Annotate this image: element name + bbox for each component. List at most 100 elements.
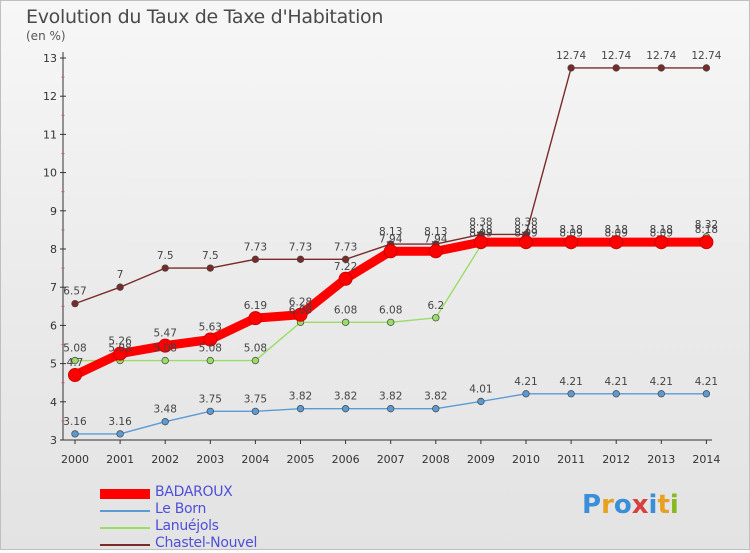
data-point [338,271,353,286]
data-point [387,318,395,326]
series-layer [68,64,714,438]
unit-label: (en %) [26,29,66,43]
data-label: 4.21 [559,376,582,388]
data-label: 5.47 [154,328,177,340]
data-label: 8.18 [695,224,718,236]
data-label: 4.21 [695,376,718,388]
x-tick-label: 2010 [512,453,540,466]
data-label: 8.18 [605,224,628,236]
y-tick-label: 10 [43,167,57,180]
data-label: 5.08 [108,343,131,355]
y-tick-label: 11 [43,128,57,141]
chart-title: Evolution du Taux de Taxe d'Habitation [26,6,384,28]
data-label: 4.7 [67,357,84,369]
data-point [296,405,305,413]
data-point [519,235,533,250]
data-label: 4.21 [514,376,537,388]
x-tick-label: 2014 [692,453,720,466]
data-point [296,255,305,263]
data-point [428,244,443,259]
legend-label: Lanuéjols [155,518,219,534]
data-point [657,64,665,72]
data-label: 6.57 [63,286,86,298]
data-label: 7.73 [244,241,267,253]
data-label: 3.82 [334,391,357,403]
legend-swatch [100,527,150,529]
x-tick-label: 2011 [557,453,585,466]
data-point [206,407,214,416]
data-label: 8.18 [514,224,537,236]
data-label: 5.08 [199,343,222,355]
x-tick-label: 2006 [332,453,360,466]
data-point [699,235,714,250]
data-label: 8.09 [605,228,628,240]
data-point [251,407,260,416]
y-tick-label: 4 [50,396,57,409]
data-label: 8.18 [559,224,582,236]
data-label: 8.09 [469,228,492,240]
x-tick-label: 2002 [151,453,179,466]
legend-swatch [100,489,150,499]
data-point [116,283,124,291]
data-point [612,64,620,72]
data-label: 4.01 [469,383,492,395]
data-label: 8.38 [514,216,537,228]
data-label: 7.94 [379,233,403,245]
data-label: 8.13 [424,226,447,238]
data-point [71,430,79,438]
data-label: 3.16 [63,416,87,428]
data-label: 12.74 [691,50,721,62]
data-point [432,405,440,413]
data-label: 8.09 [559,228,582,240]
data-point [161,418,169,426]
x-tick-label: 2001 [106,453,134,466]
data-label: 3.75 [199,393,222,405]
data-label: 3.82 [379,391,402,403]
data-label: 6.28 [289,297,312,309]
data-point [203,332,218,347]
legend-swatch [100,544,150,546]
data-point [383,244,398,259]
data-point [432,314,440,322]
data-label: 8.18 [469,224,492,236]
data-point [341,255,350,263]
data-label: 6.2 [427,300,444,312]
data-point [113,346,128,361]
x-tick-label: 2003 [196,453,224,466]
data-point [477,397,485,406]
data-label: 12.74 [601,50,631,62]
data-label: 7.5 [202,250,219,262]
legend-label: Chastel-Nouvel [155,535,258,551]
y-tick-label: 12 [43,90,57,103]
data-point [161,264,169,272]
data-point [293,307,308,322]
legend-label: BADAROUX [155,484,233,500]
data-label: 7.5 [157,250,174,262]
y-tick-label: 5 [50,358,57,371]
legend-label: Le Born [155,501,207,517]
x-tick-label: 2000 [61,453,89,466]
proxiti-logo: Proxiti [582,490,679,520]
data-label: 8.18 [650,224,673,236]
data-label: 5.26 [108,336,132,348]
data-point [567,390,575,398]
y-tick-label: 8 [50,243,57,256]
data-point [341,405,350,413]
data-point [68,368,82,383]
x-tick-label: 2013 [647,453,675,466]
data-label: 5.08 [154,343,177,355]
data-label: 6.08 [334,304,357,316]
data-point [116,430,124,438]
data-label: 8.09 [650,228,673,240]
data-label: 8.09 [514,228,537,240]
y-tick-label: 3 [50,434,57,447]
x-tick-label: 2012 [602,453,630,466]
data-point [702,64,711,72]
data-label: 7.73 [334,241,357,253]
x-tick-label: 2005 [287,453,315,466]
y-tick-label: 9 [50,205,57,218]
data-point [473,235,488,250]
data-label: 12.74 [646,50,676,62]
data-point [654,235,669,250]
